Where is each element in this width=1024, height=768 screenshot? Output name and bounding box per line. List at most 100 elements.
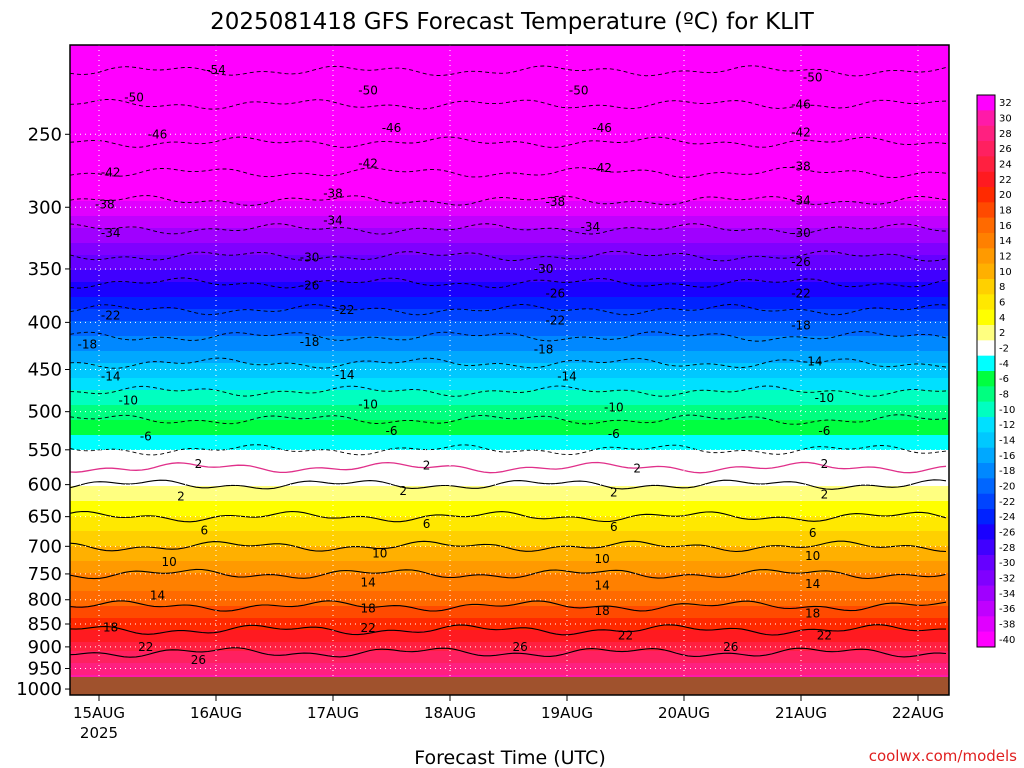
contour-label: 10 [805,549,820,563]
temperature-band [70,486,949,490]
contour-label: -50 [803,71,823,85]
temperature-band [70,492,949,496]
temperature-band [70,237,949,241]
colorbar-label: 14 [999,236,1012,247]
temperature-band [70,408,949,412]
contour-label: -30 [791,226,811,240]
y-tick-label: 250 [28,124,62,145]
temperature-band [70,651,949,655]
temperature-band [70,252,949,256]
temperature-band [70,444,949,448]
contour-label: -6 [818,424,830,438]
contour-label: 22 [618,629,633,643]
temperature-band [70,129,949,133]
temperature-band [70,507,949,511]
temperature-band [70,528,949,532]
contour-label: -18 [300,335,320,349]
colorbar-label: 6 [999,298,1005,309]
temperature-band [70,675,949,679]
temperature-band [70,378,949,382]
colorbar-swatch [977,187,995,203]
temperature-band [70,330,949,334]
colorbar-label: -16 [999,451,1015,462]
temperature-band [70,387,949,391]
colorbar-swatch [977,263,995,280]
colorbar-swatch [977,585,995,602]
contour-label: -34 [101,226,121,240]
temperature-band [70,297,949,301]
temperature-band [70,372,949,376]
colorbar-swatch [977,478,995,494]
temperature-band [70,210,949,214]
contour-label: -10 [604,401,624,415]
isotherm-line [70,540,947,553]
temperature-band [70,618,949,622]
temperature-band [70,405,949,409]
contour-label: -54 [206,63,226,77]
x-tick-label: 16AUG [190,704,242,722]
contour-labels: -54 -50 -50 -50 -50 -46 -46 -46 -46 -42 -42 -42 -42 -… [77,63,834,667]
temperature-band [70,585,949,589]
temperature-band [70,633,949,637]
temperature-band [70,315,949,319]
temperature-band [70,123,949,127]
isotherm-line [70,461,947,474]
temperature-band [70,243,949,247]
isotherm-line [70,304,947,316]
colorbar-label: 10 [999,267,1012,278]
contour-label: 14 [150,589,165,603]
colorbar-label: -8 [999,390,1009,401]
temperature-band [70,126,949,130]
temperature-band [70,87,949,91]
colorbar-swatch [977,279,995,295]
temperature-band [70,432,949,436]
contour-label: 18 [103,620,118,634]
temperature-band [70,336,949,340]
colorbar-label: -28 [999,543,1015,554]
temperature-band [70,549,949,553]
colorbar-swatch [977,432,995,448]
temperature-band [70,471,949,475]
temperature-band [70,426,949,430]
contour-label: 2 [423,459,431,473]
temperature-band [70,402,949,406]
temperature-band [70,534,949,538]
temperature-band [70,147,949,151]
temperature-band [70,429,949,433]
colorbar-swatch [977,493,995,510]
temperature-band [70,69,949,73]
temperature-band [70,282,949,286]
colorbar-swatch [977,248,995,264]
temperature-band [70,543,949,547]
temperature-band [70,303,949,307]
contour-label: -22 [791,286,811,300]
temperature-band [70,72,949,76]
contour-label: 14 [360,575,375,589]
temperature-band [70,213,949,217]
temperature-band [70,453,949,457]
temperature-band [70,141,949,145]
temperature-band [70,360,949,364]
contour-label: 22 [138,640,153,654]
colorbar-label: -24 [999,512,1015,523]
temperature-band [70,201,949,205]
temperature-band [70,132,949,136]
temperature-band [70,219,949,223]
colorbar-swatch [977,125,995,142]
contour-label: 2 [633,461,641,475]
colorbar-label: -10 [999,405,1015,416]
temperature-band [70,228,949,232]
temperature-band [70,411,949,415]
temperature-band [70,630,949,634]
temperature-band [70,504,949,508]
temperature-band [70,51,949,55]
colorbar-label: -30 [999,558,1015,569]
temperature-band [70,579,949,583]
temperature-band [70,489,949,493]
temperature-band [70,654,949,658]
credit-text: coolwx.com/models [869,747,1017,765]
temperature-band [70,615,949,619]
temperature-band [70,150,949,154]
temperature-band [70,84,949,88]
colorbar-label: 24 [999,160,1012,171]
